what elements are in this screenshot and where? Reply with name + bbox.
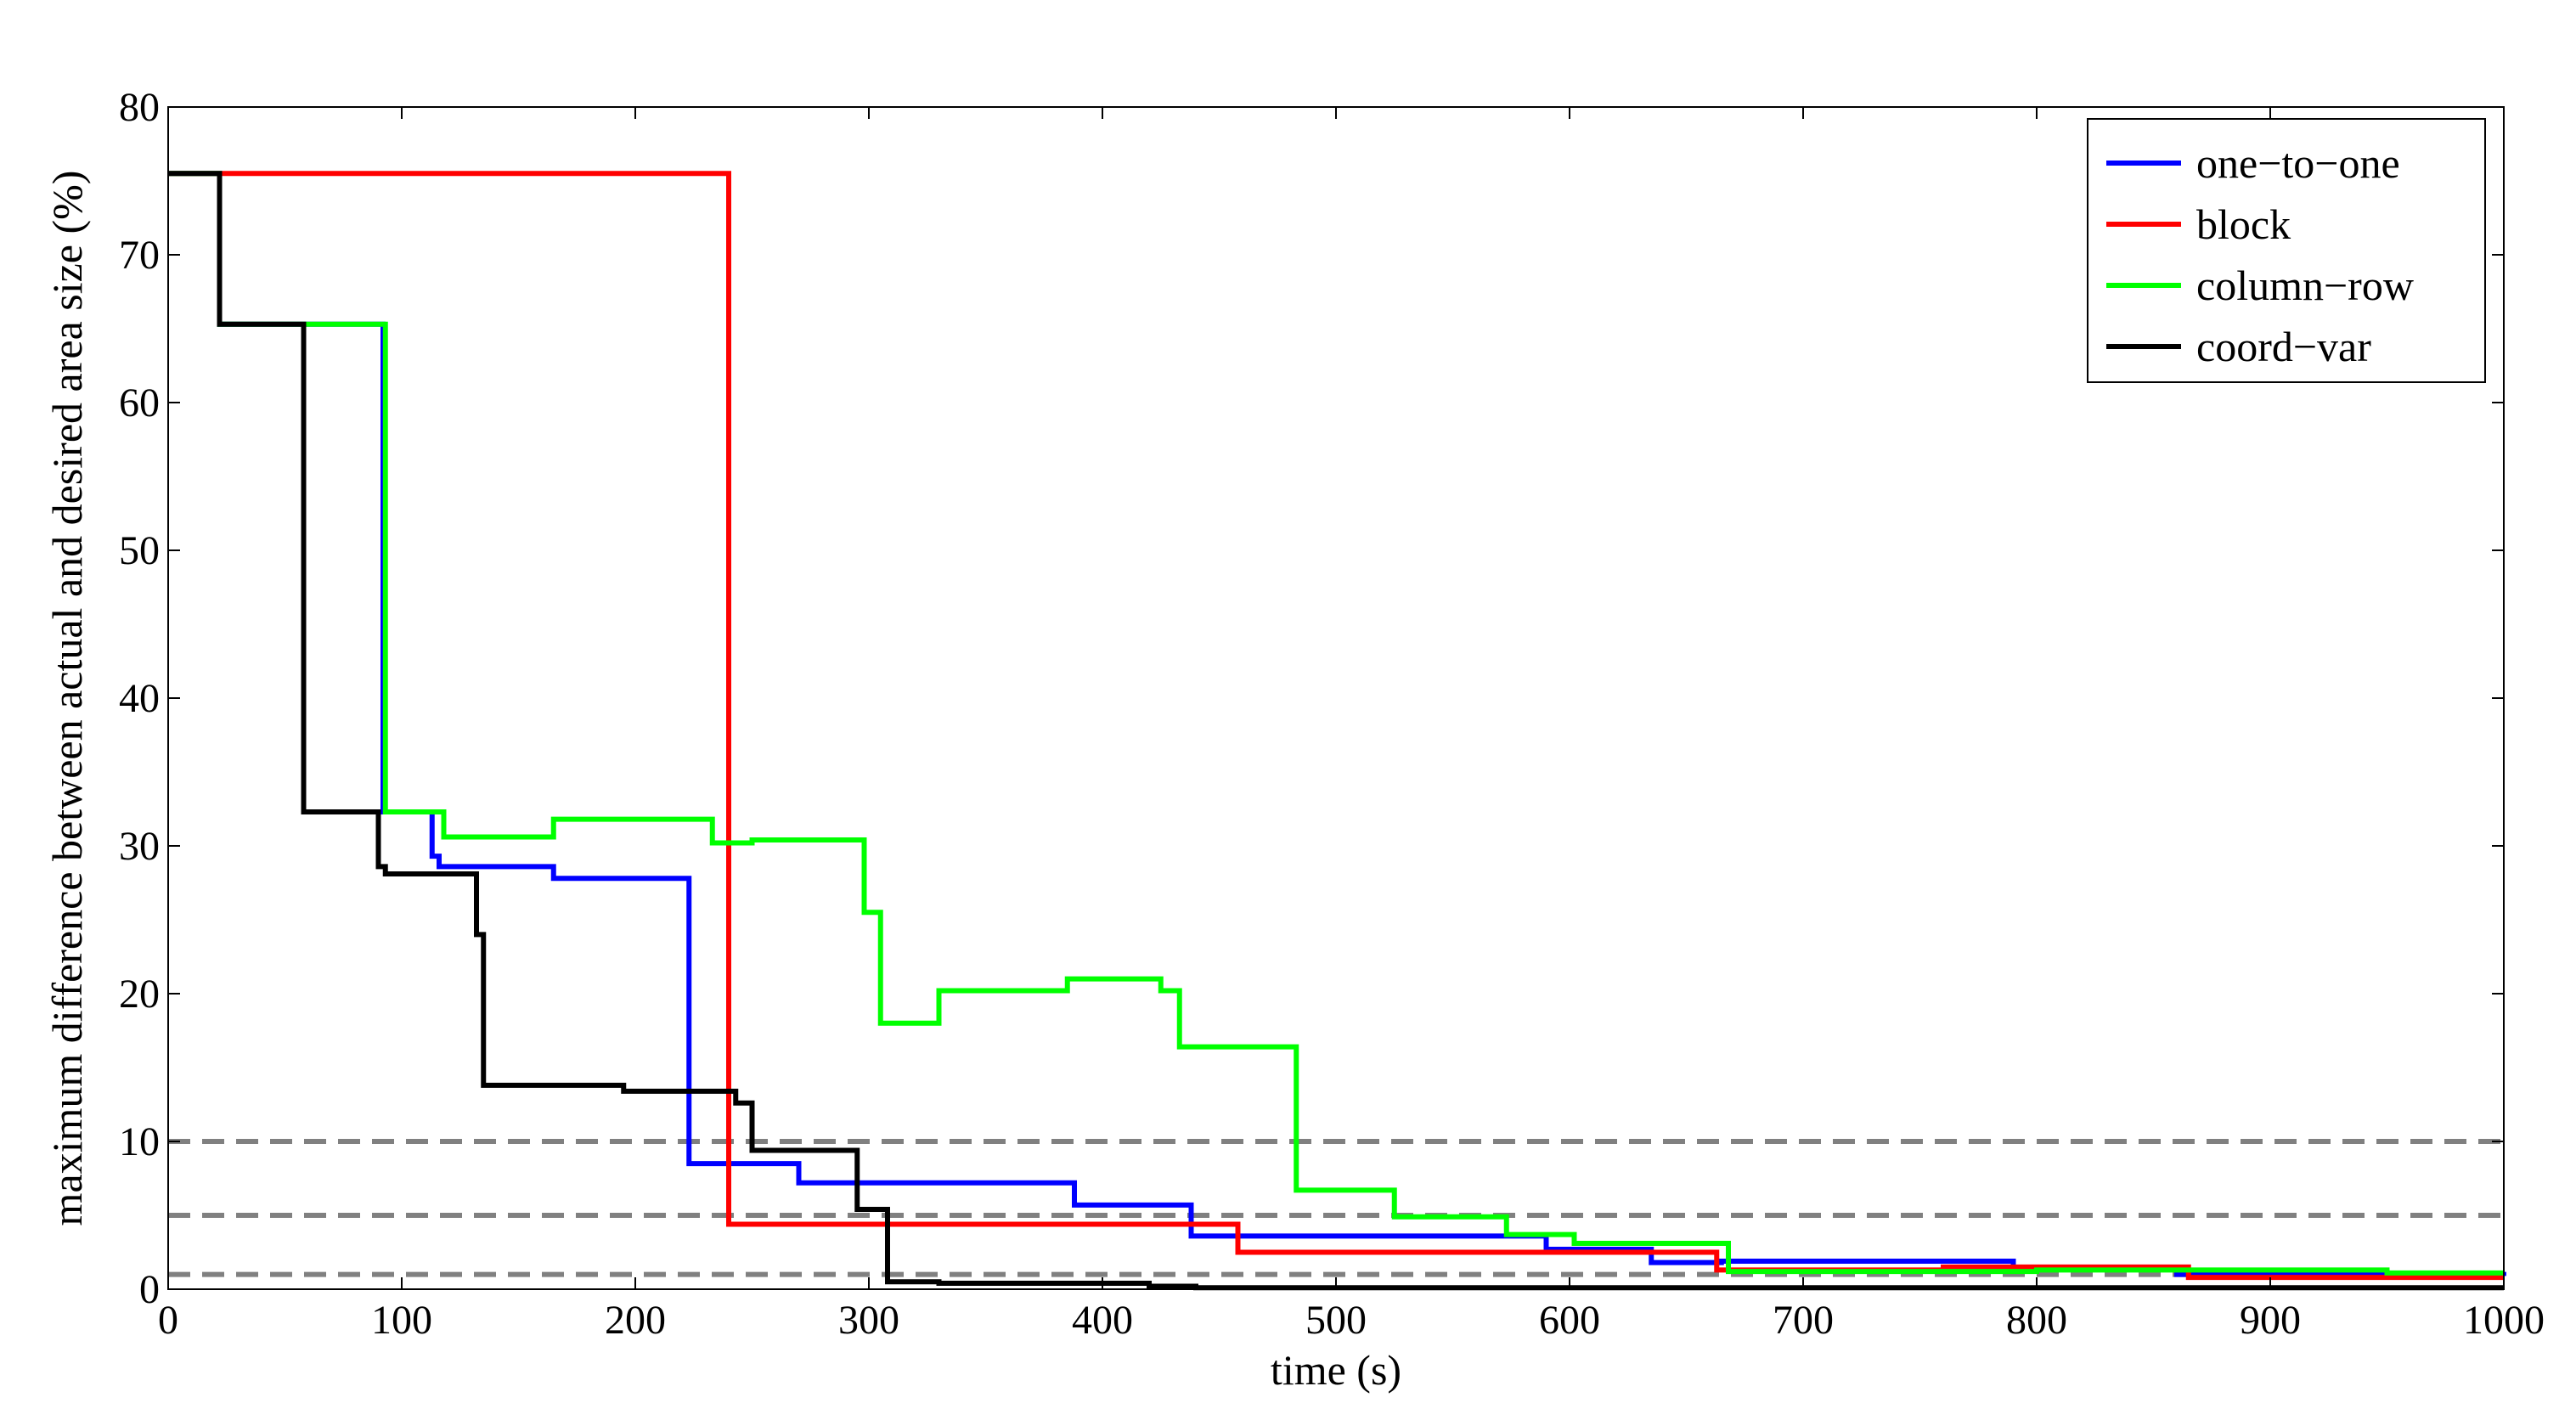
ticks: 0 100 200 300 400 500 600 700 800 900 1000 0 10 20 30 4… — [119, 85, 2545, 1343]
x-tick-label: 1000 — [2463, 1298, 2545, 1343]
x-tick-label: 700 — [1773, 1298, 1834, 1343]
y-tick-label: 40 — [119, 676, 160, 721]
legend-label: coord−var — [2196, 323, 2371, 370]
y-tick-label: 60 — [119, 380, 160, 425]
x-tick-label: 800 — [2006, 1298, 2067, 1343]
x-tick-label: 500 — [1305, 1298, 1367, 1343]
x-axis-label: time (s) — [1271, 1346, 1401, 1394]
legend-label: column−row — [2196, 262, 2414, 309]
y-tick-label: 80 — [119, 85, 160, 130]
x-tick-label: 200 — [605, 1298, 666, 1343]
series-layer — [168, 171, 2506, 1291]
x-tick-label: 300 — [838, 1298, 899, 1343]
y-tick-label: 10 — [119, 1119, 160, 1164]
y-tick-label: 70 — [119, 233, 160, 278]
x-tick-label: 100 — [371, 1298, 432, 1343]
y-tick-label: 30 — [119, 824, 160, 869]
y-axis-label: maximum difference between actual and de… — [43, 171, 91, 1226]
reference-lines — [168, 1139, 2504, 1277]
legend-label: block — [2196, 200, 2291, 248]
x-tick-label: 400 — [1072, 1298, 1133, 1343]
legend: one−to−one block column−row coord−var — [2087, 118, 2486, 383]
y-tick-label: 0 — [139, 1267, 160, 1312]
series-line-2 — [168, 171, 2504, 1276]
y-tick-label: 20 — [119, 972, 160, 1017]
x-tick-label: 0 — [158, 1298, 178, 1343]
series-line-3 — [168, 171, 2504, 1291]
x-tick-label: 900 — [2240, 1298, 2301, 1343]
legend-label: one−to−one — [2196, 139, 2400, 187]
y-tick-label: 50 — [119, 528, 160, 573]
x-tick-label: 600 — [1539, 1298, 1600, 1343]
